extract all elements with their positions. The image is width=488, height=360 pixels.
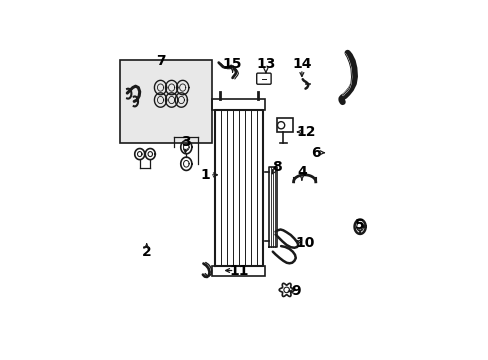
- Bar: [120, 60, 211, 143]
- Text: 13: 13: [256, 57, 275, 71]
- Bar: [276, 118, 292, 132]
- Text: 6: 6: [310, 146, 320, 160]
- Text: 11: 11: [229, 264, 249, 278]
- Text: 15: 15: [223, 57, 242, 71]
- Text: 14: 14: [291, 57, 311, 71]
- Text: 4: 4: [296, 165, 306, 179]
- Text: 1: 1: [200, 168, 209, 182]
- Bar: [212, 99, 265, 110]
- Bar: [212, 266, 265, 276]
- Text: 5: 5: [354, 218, 364, 232]
- Text: 10: 10: [294, 236, 314, 250]
- Text: 3: 3: [180, 135, 190, 149]
- Text: 12: 12: [296, 125, 315, 139]
- Text: 7: 7: [155, 54, 165, 68]
- Text: 8: 8: [271, 159, 281, 174]
- Text: 9: 9: [291, 284, 301, 298]
- Text: 2: 2: [142, 246, 151, 260]
